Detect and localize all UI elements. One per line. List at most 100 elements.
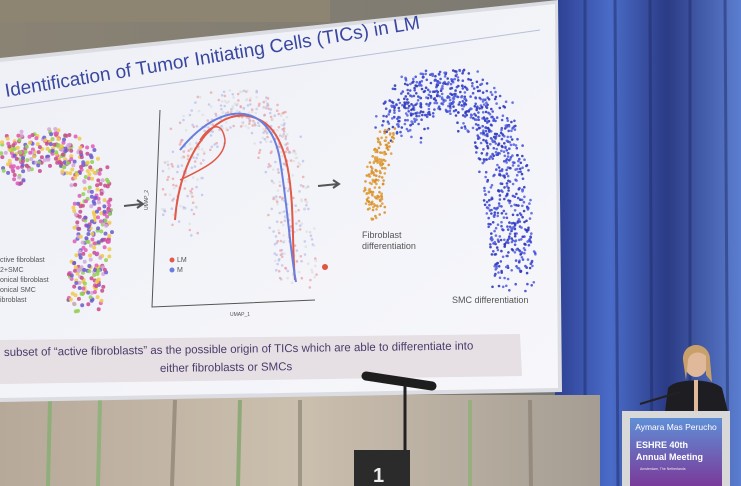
scatter-dot — [472, 116, 475, 120]
scatter-dot — [513, 234, 517, 238]
scatter-dot — [71, 163, 76, 168]
scatter-dot — [60, 152, 65, 157]
scatter-dot — [12, 147, 17, 151]
scatter-dot — [263, 137, 267, 141]
scatter-dot — [507, 237, 511, 240]
scatter-dot — [491, 285, 494, 289]
scatter-dot — [484, 193, 487, 196]
scatter-dot — [483, 203, 487, 207]
scatter-dot — [249, 96, 252, 100]
scatter-dot — [393, 111, 396, 114]
scatter-dot — [406, 92, 410, 95]
scatter-dot — [515, 192, 518, 196]
scatter-dot — [23, 149, 28, 154]
scatter-dot — [480, 82, 484, 86]
scatter-dot — [469, 116, 473, 119]
scatter-dot — [163, 207, 166, 211]
scatter-dot — [477, 123, 480, 127]
scatter-dot — [480, 152, 484, 155]
scatter-dot — [384, 159, 387, 163]
scatter-dot — [374, 216, 378, 220]
scatter-dot — [7, 158, 12, 163]
scatter-dot — [364, 180, 367, 183]
scatter-dot — [410, 135, 413, 139]
scatter-dot — [72, 284, 77, 289]
scatter-dot — [25, 158, 30, 163]
scatter-dot — [277, 269, 281, 273]
scatter-dot — [186, 154, 190, 158]
scatter-dot — [78, 150, 83, 155]
scatter-dot — [395, 130, 399, 134]
scatter-dot — [485, 117, 489, 120]
scatter-dot — [95, 295, 100, 300]
scatter-dot — [484, 175, 487, 179]
scatter-dot — [183, 187, 187, 190]
scatter-dot — [225, 127, 228, 130]
scatter-dot — [516, 154, 519, 157]
scatter-dot — [493, 264, 497, 268]
scatter-dot — [21, 178, 26, 183]
scatter-dot — [169, 127, 173, 131]
scatter-dot — [89, 194, 94, 199]
scatter-dot — [521, 235, 524, 239]
scatter-dot — [99, 229, 104, 234]
scatter-dot — [67, 142, 72, 147]
scatter-dot — [164, 193, 167, 196]
scatter-dot — [279, 114, 283, 118]
scatter-dot — [48, 163, 52, 168]
scatter-dot — [481, 124, 485, 128]
scatter-dot — [500, 224, 503, 228]
scatter-dot — [89, 290, 94, 295]
scatter-dot — [102, 237, 107, 242]
scatter-dot — [519, 198, 522, 201]
scatter-dot — [409, 113, 413, 117]
scatter-dot — [393, 116, 396, 119]
scatter-dot — [493, 132, 497, 136]
scatter-dot — [92, 245, 97, 250]
scatter-dot — [446, 77, 450, 80]
scatter-dot — [220, 94, 224, 97]
scatter-dot — [277, 231, 281, 235]
scatter-dot — [377, 138, 380, 141]
scatter-dot — [200, 193, 204, 197]
scatter-dot — [473, 104, 477, 108]
scatter-dot — [88, 257, 93, 262]
scatter-dot — [500, 249, 503, 253]
scatter-dot — [383, 101, 387, 104]
cluster-legend: ctive fibroblast 2+SMC onical fibroblast… — [0, 257, 49, 304]
scatter-dot — [87, 176, 91, 181]
scatter-dot — [471, 82, 474, 85]
scatter-dot — [527, 243, 531, 247]
scatter-dot — [502, 150, 506, 153]
scatter-dot — [432, 115, 435, 118]
scatter-dot — [425, 102, 428, 106]
scatter-dot — [196, 95, 200, 99]
scatter-dot — [383, 172, 387, 175]
scatter-dot — [520, 198, 524, 202]
scatter-dot — [94, 263, 99, 268]
scatter-dot — [508, 140, 512, 144]
arrow — [123, 199, 145, 209]
scatter-dot — [461, 114, 465, 117]
scatter-dot — [240, 115, 244, 119]
scatter-dot — [493, 253, 497, 256]
scatter-dot — [107, 220, 112, 225]
scatter-dot — [229, 126, 232, 129]
scatter-dot — [69, 148, 74, 153]
scatter-dot — [496, 214, 500, 218]
scatter-dot — [230, 109, 233, 113]
scatter-dot — [276, 168, 280, 171]
scatter-dot — [232, 124, 235, 128]
scatter-dot — [428, 113, 432, 116]
scatter-dot — [85, 145, 90, 150]
scatter-dot — [424, 86, 428, 89]
scatter-dot — [510, 248, 514, 251]
scatter-dot — [49, 132, 54, 137]
scatter-dot — [270, 179, 274, 183]
scatter-dot — [487, 199, 491, 202]
scatter-dot — [387, 141, 390, 145]
scatter-dot — [89, 189, 94, 194]
scatter-dot — [264, 170, 268, 174]
scatter-dot — [269, 108, 273, 111]
scatter-dot — [102, 209, 107, 214]
